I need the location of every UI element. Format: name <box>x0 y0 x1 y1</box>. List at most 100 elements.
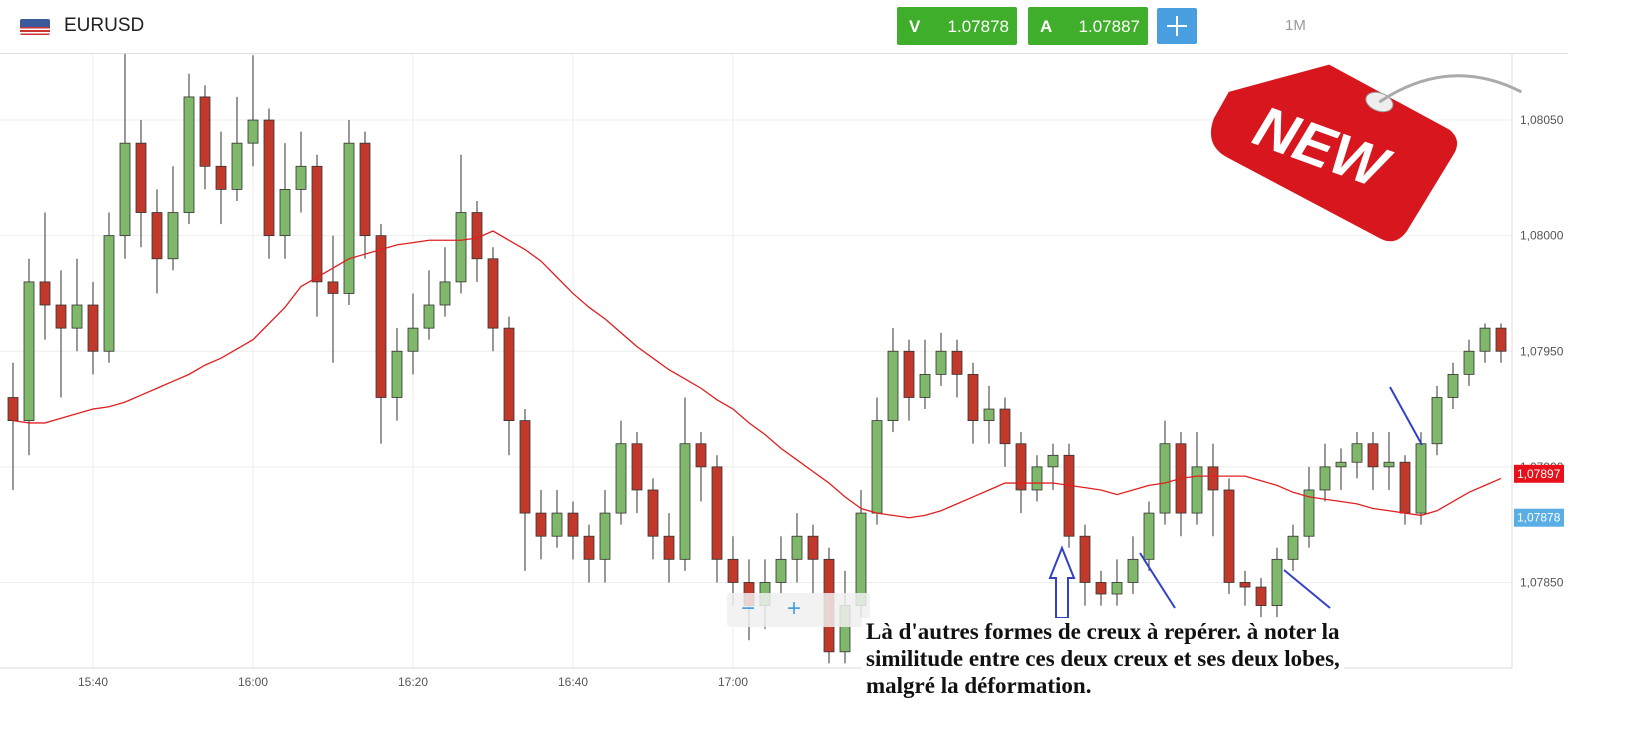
x-tick-label: 16:20 <box>398 675 428 689</box>
x-tick-label: 16:00 <box>238 675 268 689</box>
candle-body <box>791 535 803 560</box>
candle-body <box>1479 327 1491 352</box>
annotation: Là d'autres formes de creux à repérer. à… <box>862 618 1344 699</box>
symbol[interactable]: EURUSD <box>64 15 145 36</box>
candle-body <box>279 189 291 237</box>
candle-body <box>1287 535 1299 560</box>
candle-body <box>887 350 899 422</box>
candle-body <box>711 466 723 560</box>
candle-body <box>295 165 307 190</box>
candle-body <box>135 142 147 213</box>
candle-body <box>1463 350 1475 375</box>
candle-body <box>727 558 739 583</box>
candle-body <box>1399 461 1411 514</box>
candle-body <box>647 489 659 537</box>
y-tick-label: 1,07850 <box>1520 575 1564 589</box>
candle-body <box>871 420 883 514</box>
pointer-line <box>1389 386 1423 446</box>
sell-price: 1.07878 <box>947 17 1009 36</box>
candle-body <box>903 350 915 398</box>
candle-body <box>1367 443 1379 468</box>
candle-body <box>247 119 259 144</box>
zoom-in[interactable]: + <box>787 595 802 622</box>
candle-body <box>119 142 131 237</box>
x-tick-label: 15:40 <box>78 675 108 689</box>
candle-body <box>1431 397 1443 445</box>
candle-body <box>679 443 691 560</box>
candle-body <box>1015 443 1027 491</box>
candle-body <box>167 212 179 260</box>
sell-label: V <box>909 17 921 36</box>
candle-body <box>631 443 643 491</box>
candle-body <box>151 212 163 260</box>
candle-body <box>39 281 51 306</box>
candle-body <box>551 512 563 537</box>
header: EURUSD V 1.07878 A 1.07887 1M <box>0 0 1568 54</box>
candle-body <box>7 397 19 422</box>
candle-body <box>519 420 531 514</box>
candle-body <box>423 304 435 329</box>
candle-body <box>215 165 227 190</box>
candle-body <box>1335 461 1347 468</box>
candle-body <box>1351 443 1363 463</box>
candle-body <box>967 373 979 422</box>
arrow <box>1048 545 1076 619</box>
new-badge: NEW <box>1211 64 1523 242</box>
candle-body <box>1271 558 1283 606</box>
y-tick-label: 1,08000 <box>1520 229 1564 243</box>
candle-body <box>407 327 419 352</box>
candle-body <box>343 142 355 294</box>
x-tick-label: 17:00 <box>718 675 748 689</box>
annotation-line: Là d'autres formes de creux à repérer. à… <box>866 619 1340 644</box>
candle-body <box>695 443 707 468</box>
candle-body <box>231 142 243 190</box>
candle-body <box>1447 373 1459 398</box>
candle-body <box>999 408 1011 445</box>
candle-body <box>503 327 515 422</box>
candle-body <box>1239 582 1251 588</box>
candle-body <box>599 512 611 560</box>
candle-body <box>55 304 67 329</box>
candle-body <box>1415 443 1427 514</box>
pointer-line <box>1139 552 1176 609</box>
candle-body <box>807 535 819 560</box>
candle-body <box>1095 582 1107 595</box>
candle-body <box>1303 489 1315 537</box>
candle-body <box>1047 454 1059 468</box>
candle-body <box>855 512 867 606</box>
pointer-line <box>1283 569 1331 609</box>
crosshair-button[interactable] <box>1157 8 1197 44</box>
candle-body <box>23 281 35 422</box>
candle-body <box>983 408 995 422</box>
candle-body <box>615 443 627 514</box>
candle-body <box>951 350 963 375</box>
annotation-marks <box>1048 386 1423 619</box>
x-tick-label: 16:40 <box>558 675 588 689</box>
timeframe-button[interactable]: 1M <box>1285 17 1306 34</box>
candle-body <box>1031 466 1043 491</box>
candle-body <box>1111 582 1123 595</box>
candle-body <box>1127 558 1139 583</box>
candle-body <box>1383 461 1395 468</box>
sell-button[interactable]: V 1.07878 <box>897 7 1017 45</box>
price-tag <box>1514 464 1564 483</box>
candle-body <box>375 235 387 398</box>
zoom-out[interactable]: − <box>741 595 756 622</box>
candle-body <box>1063 454 1075 537</box>
candle-body <box>439 281 451 306</box>
candle-body <box>919 373 931 398</box>
candle-body <box>663 535 675 560</box>
candle-body <box>199 96 211 167</box>
buy-button[interactable]: A 1.07887 <box>1028 7 1148 45</box>
candle-body <box>263 119 275 237</box>
candle-body <box>71 304 83 329</box>
candle-body <box>1255 586 1267 606</box>
candle-body <box>487 258 499 329</box>
annotation-line: malgré la déformation. <box>866 673 1092 698</box>
price-tag-label: 1,07878 <box>1517 511 1561 525</box>
candle-body <box>183 96 195 213</box>
candle-body <box>1079 535 1091 583</box>
candle-body <box>775 558 787 583</box>
buy-price: 1.07887 <box>1078 17 1140 36</box>
